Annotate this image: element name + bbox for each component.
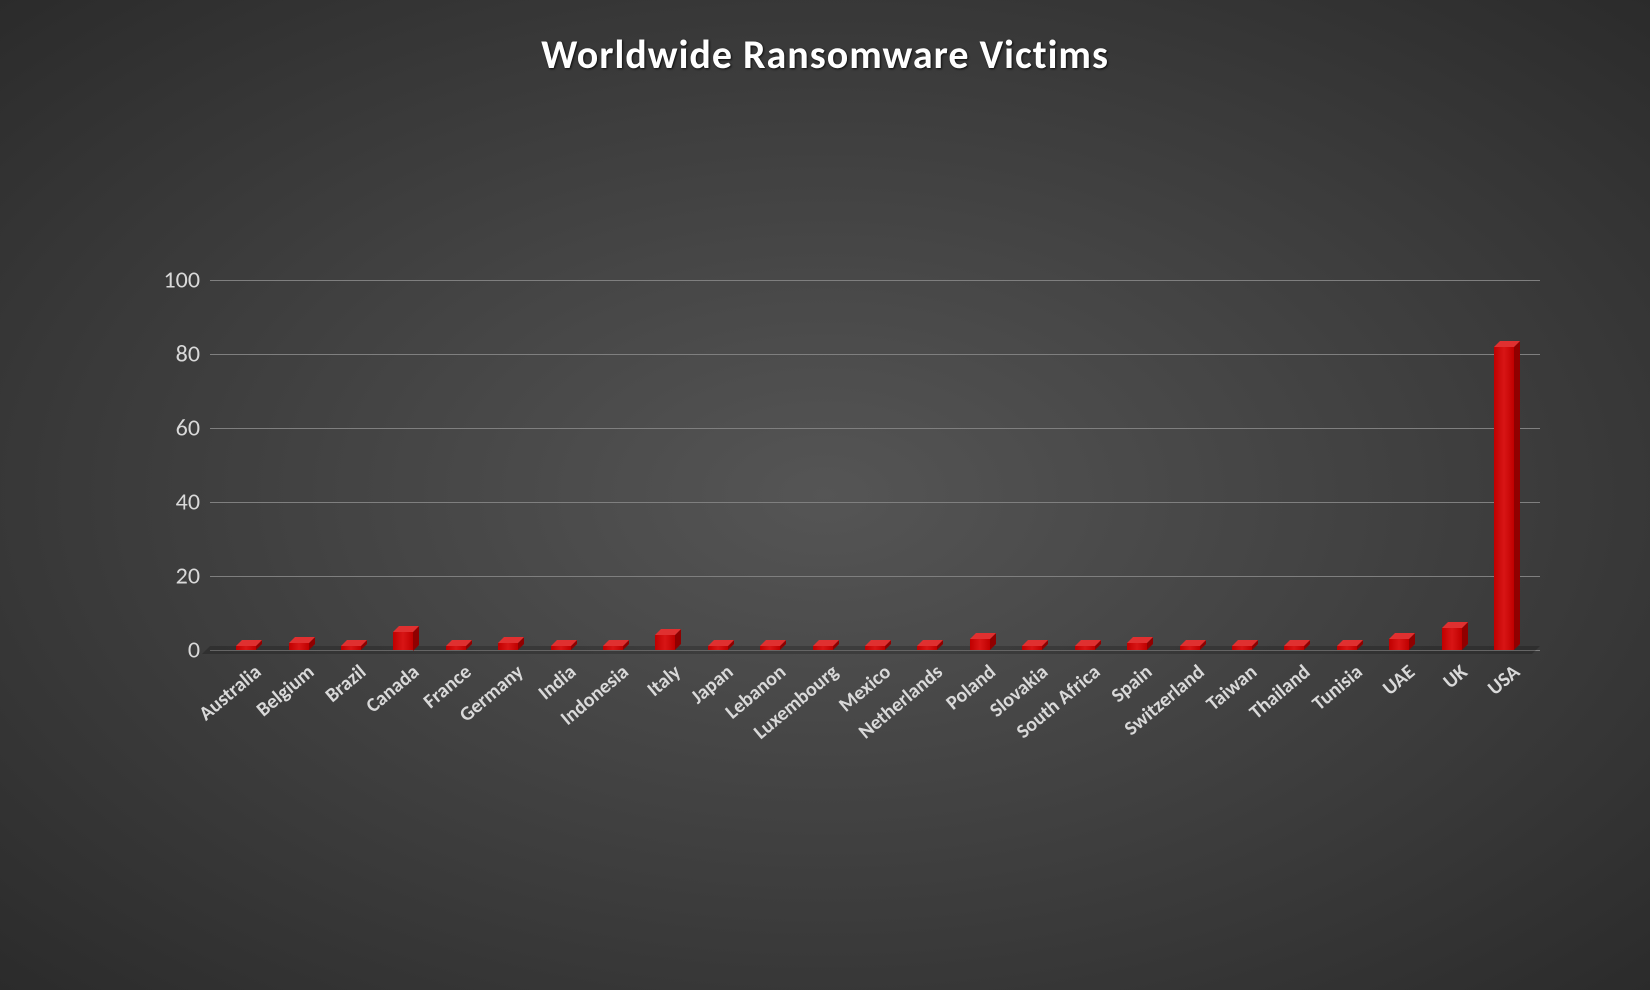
x-label-column: Spain [1111, 650, 1163, 850]
y-tick-label: 80 [150, 340, 200, 369]
bar [1389, 639, 1409, 650]
bar-column [692, 280, 744, 650]
bar-column [534, 280, 586, 650]
x-label-column: France [430, 650, 482, 850]
bar [1494, 347, 1514, 650]
bar-column [430, 280, 482, 650]
bar [393, 632, 413, 651]
y-tick-label: 40 [150, 488, 200, 517]
chart-container: Worldwide Ransomware Victims 0 20 40 60 80 10… [0, 0, 1650, 990]
bar [498, 643, 518, 650]
x-label-column: UK [1425, 650, 1477, 850]
bar-column [1163, 280, 1215, 650]
bar-front [970, 639, 990, 650]
bar-column [796, 280, 848, 650]
x-label-column: Tunisia [1321, 650, 1373, 850]
bar [1442, 628, 1462, 650]
x-label-column: Indonesia [587, 650, 639, 850]
bar-column [220, 280, 272, 650]
bar [289, 643, 309, 650]
chart-title: Worldwide Ransomware Victims [0, 30, 1650, 79]
x-label-column: USA [1478, 650, 1530, 850]
x-label-column: Lebanon [744, 650, 796, 850]
x-label-column: Brazil [325, 650, 377, 850]
bar-front [1389, 639, 1409, 650]
x-label-column: Slovakia [1006, 650, 1058, 850]
y-tick-label: 100 [150, 266, 200, 295]
bar-column [1059, 280, 1111, 650]
bars-region [210, 280, 1540, 650]
bar-front [289, 643, 309, 650]
y-tick-label: 60 [150, 414, 200, 443]
x-tick-label: UK [1438, 660, 1472, 694]
bar-column [272, 280, 324, 650]
bar [655, 635, 675, 650]
x-label-column: Netherlands [901, 650, 953, 850]
x-tick-label: UAE [1378, 660, 1420, 701]
plot-area: 020406080100 AustraliaBelgiumBrazilCanad… [150, 280, 1540, 650]
bar [1127, 643, 1147, 650]
x-label-column: Japan [692, 650, 744, 850]
y-tick-label: 20 [150, 562, 200, 591]
x-label-column: UAE [1373, 650, 1425, 850]
bar-front [498, 643, 518, 650]
bar-column [1111, 280, 1163, 650]
x-tick-label: Italy [643, 660, 686, 702]
bar-column [1478, 280, 1530, 650]
bar-front [1442, 628, 1462, 650]
x-tick-label: Australia [195, 660, 267, 726]
bar-column [1321, 280, 1373, 650]
x-label-column: Canada [377, 650, 429, 850]
x-label-column: Luxembourg [796, 650, 848, 850]
x-label-column: India [534, 650, 586, 850]
bar-column [954, 280, 1006, 650]
bar-front [655, 635, 675, 650]
x-label-column: Italy [639, 650, 691, 850]
bar-column [1006, 280, 1058, 650]
bar [970, 639, 990, 650]
bar-column [1216, 280, 1268, 650]
x-label-column: Mexico [849, 650, 901, 850]
bar-column [1425, 280, 1477, 650]
bar-column [1373, 280, 1425, 650]
bar-front [393, 632, 413, 651]
bar-front [1494, 347, 1514, 650]
x-label-column: Thailand [1268, 650, 1320, 850]
bar-column [325, 280, 377, 650]
bar-column [849, 280, 901, 650]
bar-column [587, 280, 639, 650]
x-label-column: Germany [482, 650, 534, 850]
x-axis-labels: AustraliaBelgiumBrazilCanadaFranceGerman… [210, 650, 1540, 850]
x-label-column: Switzerland [1163, 650, 1215, 850]
x-tick-label: USA [1483, 660, 1525, 700]
y-tick-label: 0 [150, 636, 200, 665]
bar-column [744, 280, 796, 650]
x-label-column: Australia [220, 650, 272, 850]
bar-column [482, 280, 534, 650]
x-label-column: Poland [954, 650, 1006, 850]
bar-front [1127, 643, 1147, 650]
x-label-column: South Africa [1059, 650, 1111, 850]
bar-column [1268, 280, 1320, 650]
x-label-column: Belgium [272, 650, 324, 850]
bar-column [639, 280, 691, 650]
bar-side [1514, 341, 1520, 650]
bar-column [377, 280, 429, 650]
y-axis: 020406080100 [150, 280, 210, 650]
x-label-column: Taiwan [1216, 650, 1268, 850]
bar-column [901, 280, 953, 650]
